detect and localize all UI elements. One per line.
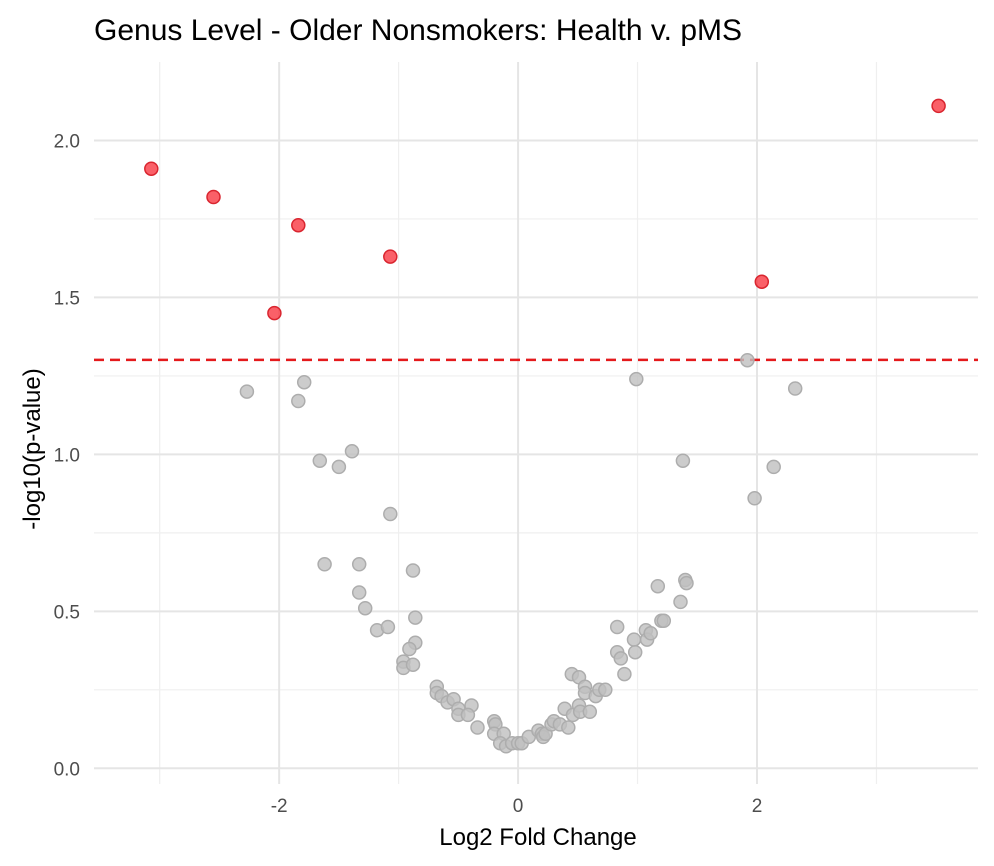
data-point-significant	[144, 161, 159, 176]
data-point-nonsignificant	[617, 666, 632, 682]
data-point-nonsignificant	[609, 619, 625, 635]
data-point-nonsignificant	[673, 594, 688, 610]
data-point-nonsignificant	[351, 585, 367, 600]
data-point-nonsignificant	[598, 682, 613, 698]
data-point-nonsignificant	[627, 644, 643, 660]
y-tick-label: 2.0	[54, 131, 80, 152]
data-point-nonsignificant	[408, 610, 423, 625]
data-point-nonsignificant	[582, 704, 598, 720]
y-tick-label: 0.0	[54, 759, 80, 780]
data-point-significant	[931, 98, 946, 114]
chart-title: Genus Level - Older Nonsmokers: Health v…	[94, 14, 742, 47]
data-point-nonsignificant	[656, 613, 672, 629]
data-point-nonsignificant	[643, 626, 658, 641]
data-point-nonsignificant	[787, 381, 803, 396]
data-point-nonsignificant	[460, 707, 476, 723]
y-axis-label: -log10(p-value)	[19, 368, 46, 529]
data-point-significant	[754, 274, 770, 289]
data-point-significant	[383, 249, 398, 264]
data-point-nonsignificant	[344, 444, 360, 459]
x-tick-label: -2	[271, 796, 288, 817]
data-point-nonsignificant	[405, 563, 421, 578]
x-axis-ticks: -2 0 2	[271, 796, 763, 817]
data-point-nonsignificant	[380, 619, 396, 635]
data-point-significant	[291, 217, 306, 233]
data-points	[144, 98, 946, 754]
data-point-nonsignificant	[357, 600, 373, 616]
data-point-nonsignificant	[766, 459, 781, 475]
data-point-nonsignificant	[312, 453, 328, 468]
data-point-nonsignificant	[296, 374, 312, 390]
x-axis-label: Log2 Fold Change	[439, 824, 636, 851]
data-point-nonsignificant	[402, 641, 417, 657]
data-point-nonsignificant	[613, 651, 629, 666]
data-point-nonsignificant	[405, 657, 421, 672]
y-axis-ticks: 0.0 0.5 1.0 1.5 2.0	[54, 131, 80, 780]
y-tick-label: 0.5	[54, 602, 80, 623]
data-point-nonsignificant	[747, 491, 762, 506]
x-tick-label: 0	[513, 796, 524, 817]
data-point-nonsignificant	[650, 578, 666, 594]
y-tick-label: 1.0	[54, 445, 80, 466]
y-tick-label: 1.5	[54, 288, 80, 309]
data-point-nonsignificant	[561, 720, 576, 735]
data-point-significant	[267, 305, 282, 321]
data-point-nonsignificant	[291, 393, 306, 409]
x-tick-label: 2	[752, 796, 763, 817]
grid	[94, 62, 978, 784]
data-point-nonsignificant	[626, 632, 642, 647]
data-point-nonsignificant	[383, 506, 398, 522]
data-point-nonsignificant	[470, 720, 485, 735]
data-point-significant	[206, 189, 221, 205]
data-point-nonsignificant	[317, 557, 332, 572]
data-point-nonsignificant	[629, 371, 644, 387]
data-point-nonsignificant	[351, 557, 367, 572]
data-point-nonsignificant	[239, 384, 255, 399]
data-point-nonsignificant	[331, 459, 347, 475]
data-point-nonsignificant	[675, 453, 691, 468]
data-point-nonsignificant	[740, 352, 755, 368]
data-point-nonsignificant	[679, 575, 694, 591]
